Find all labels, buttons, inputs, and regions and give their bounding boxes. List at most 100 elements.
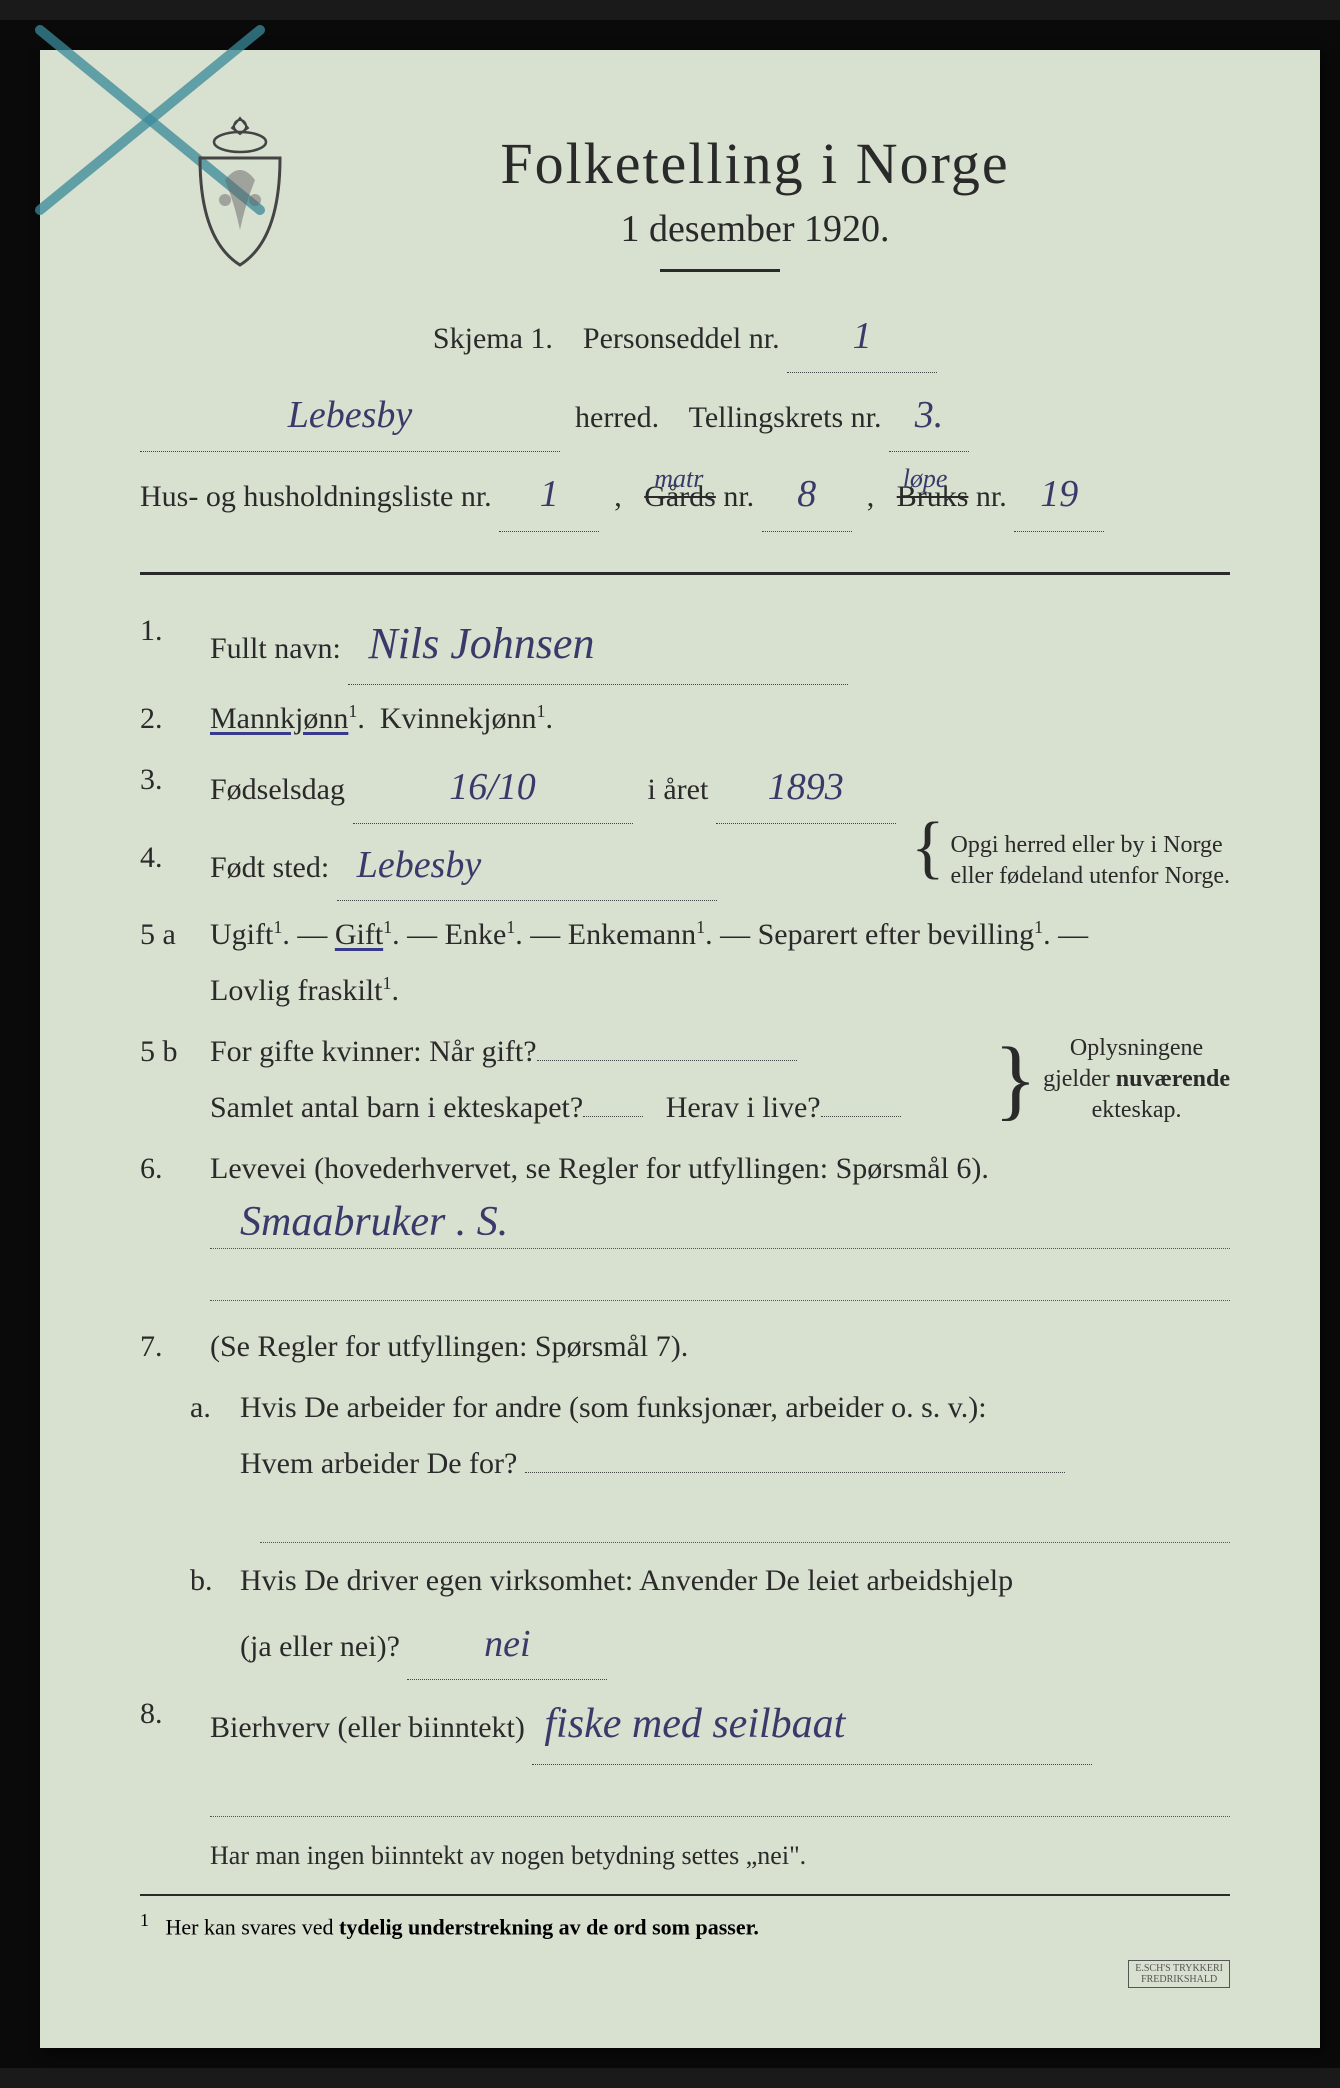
q5b-num: 5 b bbox=[140, 1024, 210, 1135]
q6-field-2 bbox=[210, 1257, 1230, 1301]
skjema-line: Skjema 1. Personseddel nr. 1 bbox=[140, 300, 1230, 373]
q3-year: 1893 bbox=[768, 766, 844, 808]
gards-value: 8 bbox=[797, 473, 816, 515]
stamp-line2: FREDRIKSHALD bbox=[1135, 1974, 1223, 1985]
herred-value: Lebesby bbox=[288, 394, 413, 436]
q5b-live-field bbox=[821, 1116, 901, 1117]
q2-row: 2. Mannkjønn1. Kvinnekjønn1. bbox=[140, 691, 1230, 747]
footnote: 1 Her kan svares ved tydelig understrekn… bbox=[140, 1910, 1230, 1940]
q5a-enke: Enke bbox=[445, 918, 507, 951]
bruks-annotation: løpe bbox=[903, 454, 948, 503]
q8-row: 8. Bierhverv (eller biinntekt) fiske med… bbox=[140, 1686, 1230, 1765]
skjema-label: Skjema 1. bbox=[433, 322, 553, 355]
q3-row: 3. Fødselsdag 16/10 i året 1893 bbox=[140, 752, 1230, 823]
tellingskrets-value: 3. bbox=[915, 394, 944, 436]
q2-kvinne: Kvinnekjønn bbox=[380, 702, 537, 735]
q7b-value: nei bbox=[484, 1623, 530, 1665]
gards-field: 8 bbox=[762, 458, 852, 531]
herred-line: Lebesby herred. Tellingskrets nr. 3. bbox=[140, 379, 1230, 452]
q4-label: Født sted: bbox=[210, 851, 329, 884]
q8-field: fiske med seilbaat bbox=[532, 1686, 1092, 1765]
q6-row: 6. Levevei (hovederhvervet, se Regler fo… bbox=[140, 1141, 1230, 1197]
q4-field: Lebesby bbox=[337, 830, 717, 901]
q3-year-field: 1893 bbox=[716, 752, 896, 823]
q4-row: 4. Født sted: Lebesby { Opgi herred elle… bbox=[140, 830, 1230, 901]
q5b-row: 5 b For gifte kvinner: Når gift? Samlet … bbox=[140, 1024, 1230, 1135]
footnote-num: 1 bbox=[140, 1910, 149, 1930]
q5b-note: Oplysningene gjelder nuværende ekteskap. bbox=[1043, 1033, 1230, 1127]
gards-suffix: nr. bbox=[716, 480, 754, 513]
q5b-note1: Oplysningene bbox=[1043, 1033, 1230, 1064]
scan-background: Folketelling i Norge 1 desember 1920. Sk… bbox=[0, 20, 1340, 2068]
q4-value: Lebesby bbox=[357, 844, 482, 886]
tellingskrets-field: 3. bbox=[889, 379, 969, 452]
q5b-line1: For gifte kvinner: Når gift? bbox=[210, 1035, 537, 1068]
q6-num: 6. bbox=[140, 1141, 210, 1197]
footnote-bold: tydelig understrekning av de ord som pas… bbox=[339, 1914, 759, 1939]
coat-of-arms-icon bbox=[180, 110, 300, 270]
q1-label: Fullt navn: bbox=[210, 632, 341, 665]
footer-hint: Har man ingen biinntekt av nogen betydni… bbox=[210, 1831, 1230, 1880]
q7a-field bbox=[525, 1472, 1065, 1473]
q6-label: Levevei (hovederhvervet, se Regler for u… bbox=[210, 1152, 989, 1185]
gards-annotation: matr bbox=[654, 454, 703, 503]
q2-num: 2. bbox=[140, 691, 210, 747]
q1-num: 1. bbox=[140, 603, 210, 685]
q5b-barn-field bbox=[583, 1116, 643, 1117]
tellingskrets-label: Tellingskrets nr. bbox=[689, 401, 882, 434]
header-rule bbox=[140, 572, 1230, 575]
q8-value: fiske med seilbaat bbox=[544, 1701, 845, 1747]
q7b-line2: (ja eller nei)? bbox=[240, 1630, 400, 1663]
stamp-line1: E.SCH'S TRYKKERI bbox=[1135, 1963, 1223, 1974]
q7-label: (Se Regler for utfyllingen: Spørsmål 7). bbox=[210, 1330, 688, 1363]
bruks-suffix: nr. bbox=[968, 480, 1006, 513]
q4-note: Opgi herred eller by i Norge eller fødel… bbox=[951, 830, 1230, 892]
q7a-num: a. bbox=[190, 1380, 240, 1491]
herred-label: herred. bbox=[575, 401, 659, 434]
q5b-note3: ekteskap. bbox=[1043, 1095, 1230, 1126]
q5b-gift-field bbox=[537, 1060, 797, 1061]
q7a-line1: Hvis De arbeider for andre (som funksjon… bbox=[240, 1380, 1230, 1436]
q7b-field: nei bbox=[407, 1609, 607, 1680]
form-header: Folketelling i Norge 1 desember 1920. Sk… bbox=[140, 130, 1230, 532]
q7b-num: b. bbox=[190, 1553, 240, 1680]
personseddel-nr-value: 1 bbox=[853, 315, 872, 357]
q7a-field-2 bbox=[260, 1499, 1230, 1543]
q3-label: Fødselsdag bbox=[210, 773, 345, 806]
q1-row: 1. Fullt navn: Nils Johnsen bbox=[140, 603, 1230, 685]
personseddel-label: Personseddel nr. bbox=[583, 322, 780, 355]
bruks-value: 19 bbox=[1040, 473, 1078, 515]
q3-aret: i året bbox=[648, 773, 709, 806]
q7-num: 7. bbox=[140, 1319, 210, 1375]
husliste-label: Hus- og husholdningsliste nr. bbox=[140, 480, 492, 513]
q7a-line2: Hvem arbeider De for? bbox=[240, 1447, 517, 1480]
q3-day-field: 16/10 bbox=[353, 752, 633, 823]
herred-field: Lebesby bbox=[140, 379, 560, 452]
q2-sup1: 1 bbox=[348, 701, 357, 721]
q5a-ugift: Ugift bbox=[210, 918, 273, 951]
q4-num: 4. bbox=[140, 830, 210, 901]
census-form-page: Folketelling i Norge 1 desember 1920. Sk… bbox=[40, 50, 1320, 2048]
footnote-text: Her kan svares ved bbox=[166, 1914, 340, 1939]
bruks-field: 19 bbox=[1014, 458, 1104, 531]
q8-num: 8. bbox=[140, 1686, 210, 1765]
q5a-separert: Separert efter bevilling bbox=[758, 918, 1035, 951]
q7-row: 7. (Se Regler for utfyllingen: Spørsmål … bbox=[140, 1319, 1230, 1375]
printer-stamp: E.SCH'S TRYKKERI FREDRIKSHALD bbox=[1128, 1960, 1230, 1988]
q1-value: Nils Johnsen bbox=[368, 619, 594, 668]
q5b-line2b: Herav i live? bbox=[666, 1091, 821, 1124]
q5a-enkemann: Enkemann bbox=[568, 918, 696, 951]
q5b-brace-icon: } bbox=[994, 1057, 1037, 1102]
q5a-gift: Gift bbox=[335, 918, 383, 951]
title-divider bbox=[660, 269, 780, 272]
q8-label: Bierhverv (eller biinntekt) bbox=[210, 1711, 525, 1744]
q7b-line1: Hvis De driver egen virksomhet: Anvender… bbox=[240, 1553, 1230, 1609]
husliste-line: Hus- og husholdningsliste nr. 1 , matr G… bbox=[140, 458, 1230, 531]
husliste-field: 1 bbox=[499, 458, 599, 531]
q1-field: Nils Johnsen bbox=[348, 603, 848, 685]
q3-day: 16/10 bbox=[449, 766, 536, 808]
personseddel-nr-field: 1 bbox=[787, 300, 937, 373]
form-title: Folketelling i Norge bbox=[280, 130, 1230, 197]
q5a-row: 5 a Ugift1. — Gift1. — Enke1. — Enkemann… bbox=[140, 907, 1230, 1018]
q4-note2: eller fødeland utenfor Norge. bbox=[951, 861, 1230, 892]
